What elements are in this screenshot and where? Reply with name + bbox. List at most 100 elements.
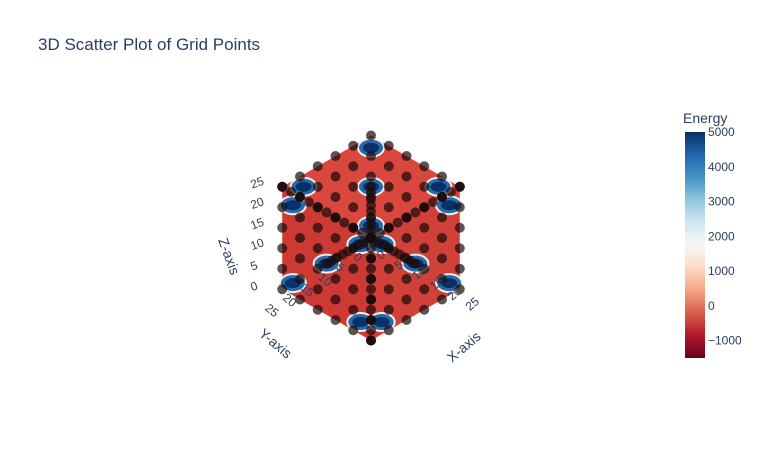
scatter-point[interactable] bbox=[392, 217, 403, 228]
scatter-point[interactable] bbox=[330, 151, 341, 161]
scatter-point[interactable] bbox=[383, 161, 394, 172]
scatter-point[interactable] bbox=[294, 294, 305, 305]
scatter-point[interactable] bbox=[437, 212, 448, 223]
scatter-point[interactable] bbox=[419, 263, 430, 274]
scatter-point[interactable] bbox=[303, 197, 314, 208]
scatter-point[interactable] bbox=[294, 253, 305, 264]
scatter-point[interactable] bbox=[401, 171, 412, 182]
scatter-point[interactable] bbox=[437, 253, 448, 264]
scatter-point[interactable] bbox=[348, 161, 359, 172]
scatter-point[interactable] bbox=[277, 222, 288, 233]
scatter-point[interactable] bbox=[366, 315, 376, 325]
scatter-point[interactable] bbox=[437, 274, 448, 284]
scatter-point[interactable] bbox=[348, 325, 359, 336]
scatter-point[interactable] bbox=[286, 186, 297, 197]
scatter-point[interactable] bbox=[277, 181, 288, 192]
scatter-point[interactable] bbox=[383, 222, 394, 233]
scatter-point[interactable] bbox=[383, 140, 394, 151]
scatter-point[interactable] bbox=[330, 274, 341, 284]
scatter-point[interactable] bbox=[312, 202, 323, 213]
scatter-point[interactable] bbox=[366, 151, 376, 161]
scatter-point[interactable] bbox=[294, 171, 305, 182]
scatter-point[interactable] bbox=[383, 202, 394, 213]
scatter-point[interactable] bbox=[383, 325, 394, 336]
scatter-point[interactable] bbox=[401, 212, 412, 223]
scatter-point[interactable] bbox=[366, 335, 376, 346]
scatter-point[interactable] bbox=[312, 263, 323, 274]
scatter-point[interactable] bbox=[366, 130, 376, 141]
scatter-point[interactable] bbox=[401, 151, 412, 161]
scatter-point[interactable] bbox=[454, 263, 465, 274]
scatter-point[interactable] bbox=[348, 140, 359, 151]
scatter-point[interactable] bbox=[348, 202, 359, 213]
scatter-point[interactable] bbox=[357, 227, 368, 238]
scatter-point[interactable] bbox=[366, 243, 376, 254]
scatter-point[interactable] bbox=[419, 284, 430, 295]
scatter-point[interactable] bbox=[419, 304, 430, 315]
scatter-point[interactable] bbox=[454, 222, 465, 233]
scatter-point[interactable] bbox=[277, 243, 288, 254]
scatter-point[interactable] bbox=[321, 207, 332, 218]
scatter-point[interactable] bbox=[366, 325, 376, 336]
scatter-point[interactable] bbox=[339, 217, 350, 228]
scatter-point[interactable] bbox=[401, 294, 412, 305]
scatter-point[interactable] bbox=[366, 171, 376, 182]
scatter-point[interactable] bbox=[383, 284, 394, 295]
scatter-point[interactable] bbox=[454, 243, 465, 254]
scatter-point[interactable] bbox=[419, 202, 430, 213]
scatter-point[interactable] bbox=[454, 181, 465, 192]
scatter-point[interactable] bbox=[348, 304, 359, 315]
scatter-point[interactable] bbox=[454, 284, 465, 295]
scatter-point[interactable] bbox=[419, 222, 430, 233]
scatter-point[interactable] bbox=[330, 212, 341, 223]
scatter-point[interactable] bbox=[401, 315, 412, 325]
scatter-point[interactable] bbox=[277, 284, 288, 295]
scatter-point[interactable] bbox=[366, 284, 376, 295]
scatter-point[interactable] bbox=[366, 294, 376, 305]
scatter-point[interactable] bbox=[294, 212, 305, 223]
scatter-point[interactable] bbox=[294, 233, 305, 243]
scatter-point[interactable] bbox=[330, 294, 341, 305]
scatter-point[interactable] bbox=[374, 227, 385, 238]
scatter-point[interactable] bbox=[419, 181, 430, 192]
scatter-point[interactable] bbox=[383, 304, 394, 315]
scatter-point[interactable] bbox=[367, 234, 378, 245]
scatter-point[interactable] bbox=[312, 181, 323, 192]
scatter-point[interactable] bbox=[401, 192, 412, 202]
scatter-point[interactable] bbox=[348, 222, 359, 233]
scatter-point[interactable] bbox=[419, 243, 430, 254]
scatter-point[interactable] bbox=[366, 274, 376, 284]
scatter-point[interactable] bbox=[348, 284, 359, 295]
scatter-point[interactable] bbox=[348, 181, 359, 192]
scatter-point[interactable] bbox=[437, 233, 448, 243]
scatter-point[interactable] bbox=[366, 263, 376, 274]
scatter-point[interactable] bbox=[330, 233, 341, 243]
scatter-point[interactable] bbox=[330, 315, 341, 325]
scatter-point[interactable] bbox=[401, 274, 412, 284]
scatter-point[interactable] bbox=[383, 181, 394, 192]
scatter-point[interactable] bbox=[277, 263, 288, 274]
scatter-point[interactable] bbox=[330, 192, 341, 202]
scatter-point[interactable] bbox=[437, 192, 448, 202]
scatter-point[interactable] bbox=[330, 171, 341, 182]
scatter-point[interactable] bbox=[348, 263, 359, 274]
scatter-point[interactable] bbox=[410, 207, 421, 218]
scatter-point[interactable] bbox=[401, 233, 412, 243]
scatter-point[interactable] bbox=[294, 192, 305, 202]
scatter-point[interactable] bbox=[366, 253, 376, 264]
scatter-point[interactable] bbox=[445, 186, 456, 197]
scatter-point[interactable] bbox=[312, 284, 323, 295]
scatter-point[interactable] bbox=[366, 304, 376, 315]
scatter-point[interactable] bbox=[428, 197, 439, 208]
scatter-point[interactable] bbox=[437, 294, 448, 305]
scatter-point[interactable] bbox=[312, 304, 323, 315]
scatter-point[interactable] bbox=[312, 161, 323, 172]
scatter-point[interactable] bbox=[312, 243, 323, 254]
scatter-point[interactable] bbox=[294, 274, 305, 284]
3d-scatter-cube[interactable] bbox=[277, 130, 465, 346]
scatter-point[interactable] bbox=[312, 222, 323, 233]
scatter-point[interactable] bbox=[383, 263, 394, 274]
scatter-point[interactable] bbox=[454, 202, 465, 213]
scatter-point[interactable] bbox=[277, 202, 288, 213]
scatter-point[interactable] bbox=[437, 171, 448, 182]
